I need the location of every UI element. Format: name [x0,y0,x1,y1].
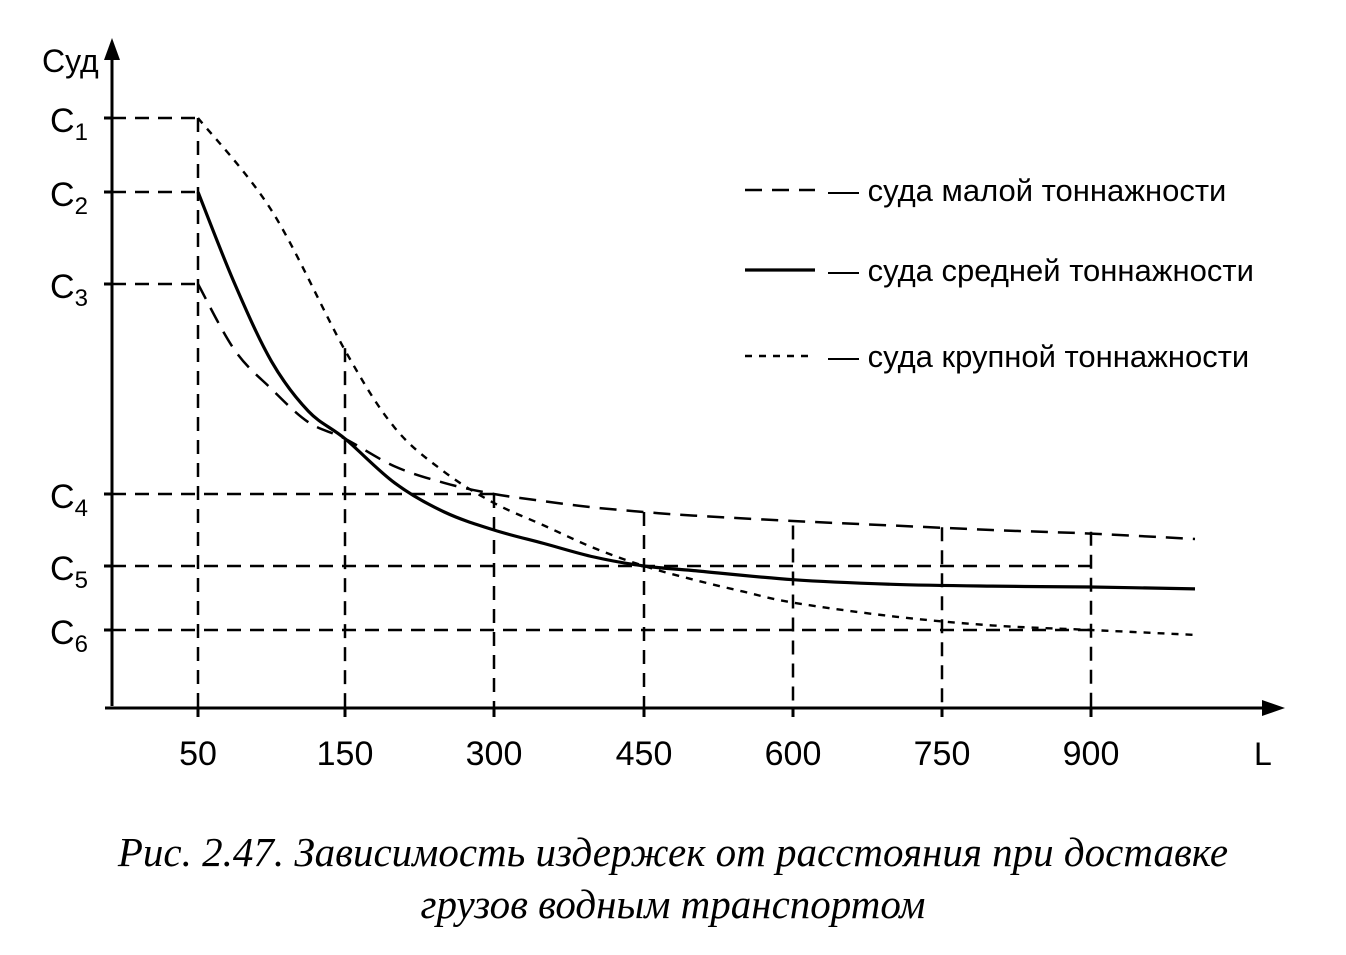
y-level-label: C4 [50,478,88,522]
series-line-3 [197,117,1196,637]
y-level-label: C6 [50,614,88,658]
x-tick-label: 900 [1063,735,1120,773]
legend-label: — суда малой тоннажности [828,173,1226,208]
x-ticks: 50 150 300 450 600 750 900 [179,708,1119,773]
figure-caption-line-2: грузов водным транспортом [420,881,926,927]
legend-label: — суда средней тоннажности [828,253,1254,288]
x-tick-label: 450 [616,735,673,773]
y-level-label: C3 [50,268,88,312]
y-level-label: C2 [50,176,88,220]
x-tick-label: 50 [179,735,217,773]
x-axis-arrow [1262,700,1285,716]
y-level-label: C5 [50,550,88,594]
axes [104,38,1285,716]
legend: — суда малой тоннажности — суда средней т… [745,173,1254,374]
series-lines [196,117,1196,637]
y-levels: C1 C2 C3 C4 C5 C6 [50,102,112,658]
x-tick-label: 150 [317,735,374,773]
x-tick-label: 750 [914,735,971,773]
y-axis-label: Суд [42,43,99,79]
legend-label: — суда крупной тоннажности [828,339,1249,374]
guide-lines [112,116,1093,708]
series-line-1 [196,283,1196,541]
x-tick-label: 300 [466,735,523,773]
series-line-2 [196,191,1196,591]
y-axis-arrow [104,38,120,60]
x-axis-label: L [1254,736,1272,772]
y-level-label: C1 [50,102,88,146]
x-tick-label: 600 [765,735,822,773]
figure-caption-line-1: Рис. 2.47. Зависимость издержек от расст… [117,829,1229,875]
